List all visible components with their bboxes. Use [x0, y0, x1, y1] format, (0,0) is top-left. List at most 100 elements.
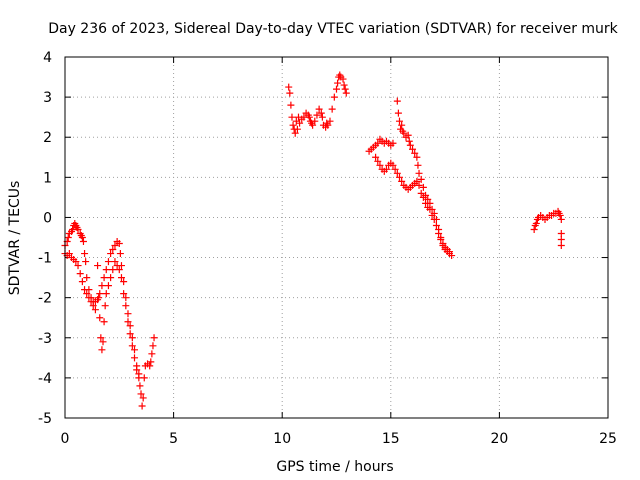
data-point [340, 81, 348, 89]
data-point [137, 390, 145, 398]
data-point [101, 302, 109, 310]
data-point [330, 93, 338, 101]
y-tick-label: 3 [43, 90, 52, 106]
data-point [334, 79, 342, 87]
data-point [76, 270, 84, 278]
data-point [557, 215, 565, 223]
data-point [146, 362, 154, 370]
data-point [374, 157, 382, 165]
data-point [109, 266, 117, 274]
data-point [104, 258, 112, 266]
data-point [94, 262, 102, 270]
data-point [115, 266, 123, 274]
data-point [120, 278, 128, 286]
y-tick-label: -5 [38, 411, 52, 427]
data-point [317, 109, 325, 117]
data-point [91, 306, 99, 314]
data-point [432, 221, 440, 229]
data-point [557, 229, 565, 237]
data-point [409, 145, 417, 153]
x-tick-label: 0 [61, 431, 70, 447]
data-point [389, 161, 397, 169]
data-point [78, 278, 86, 286]
data-point [122, 302, 130, 310]
data-point [437, 234, 445, 241]
data-point [405, 137, 413, 145]
data-point [99, 338, 107, 346]
data-point [102, 266, 110, 274]
y-tick-label: -4 [38, 371, 52, 387]
y-tick-label: 1 [43, 170, 52, 186]
data-point [131, 354, 139, 362]
data-point [102, 290, 110, 298]
data-point [79, 238, 87, 246]
y-tick-label: -3 [38, 331, 52, 347]
data-point [448, 252, 456, 260]
x-tick-label: 25 [599, 431, 617, 447]
data-point [135, 370, 143, 378]
data-point [323, 119, 331, 127]
y-axis-label: SDTVAR / TECUs [7, 181, 23, 296]
data-point [285, 83, 293, 91]
data-point [339, 75, 347, 83]
data-point [136, 382, 144, 390]
y-tick-label: 4 [43, 50, 52, 66]
x-tick-label: 20 [490, 431, 508, 447]
data-point [305, 113, 313, 121]
data-point [318, 113, 326, 121]
data-point [414, 161, 422, 169]
tick-labels: 0 5 10 15 20 25 -5 -4 -3 -2 -1 0 1 2 3 4 [38, 50, 617, 447]
data-point [342, 89, 350, 97]
data-point [131, 346, 139, 354]
data-point [532, 219, 540, 227]
plot-frame [64, 56, 609, 419]
data-point [109, 246, 117, 254]
data-point [113, 262, 121, 270]
data-point [382, 165, 390, 173]
data-point [400, 129, 408, 137]
data-points [61, 71, 565, 410]
data-point [426, 199, 434, 207]
data-point [291, 129, 299, 137]
y-tick-label: 0 [43, 210, 52, 226]
data-point [87, 298, 95, 306]
data-point [315, 105, 323, 113]
data-point [372, 153, 380, 161]
data-point [104, 282, 112, 290]
data-point [97, 334, 105, 342]
data-point [445, 248, 453, 256]
data-point [308, 119, 316, 127]
data-point [81, 286, 89, 294]
data-point [98, 346, 106, 354]
x-tick-label: 10 [273, 431, 291, 447]
data-point [100, 318, 108, 326]
data-point [83, 274, 91, 282]
data-point [288, 113, 296, 121]
data-point [78, 234, 86, 241]
data-point [111, 242, 119, 250]
data-point [415, 169, 423, 177]
data-point [530, 225, 538, 233]
data-point [128, 334, 136, 342]
data-point [115, 240, 123, 248]
data-point [65, 250, 73, 258]
data-point [117, 274, 125, 282]
data-point [107, 274, 115, 282]
y-tick-label: -2 [38, 291, 52, 307]
data-point [89, 302, 97, 310]
data-point [72, 258, 80, 266]
data-point [83, 290, 91, 298]
data-point [98, 282, 106, 290]
data-point [95, 294, 103, 302]
data-point [404, 131, 412, 139]
data-point [415, 181, 423, 189]
x-tick-label: 5 [169, 431, 178, 447]
data-point [74, 262, 82, 270]
data-point [122, 294, 130, 302]
data-point [557, 236, 565, 244]
data-point [286, 89, 294, 97]
data-point [417, 189, 425, 197]
data-point [395, 117, 403, 125]
data-point [413, 177, 421, 185]
